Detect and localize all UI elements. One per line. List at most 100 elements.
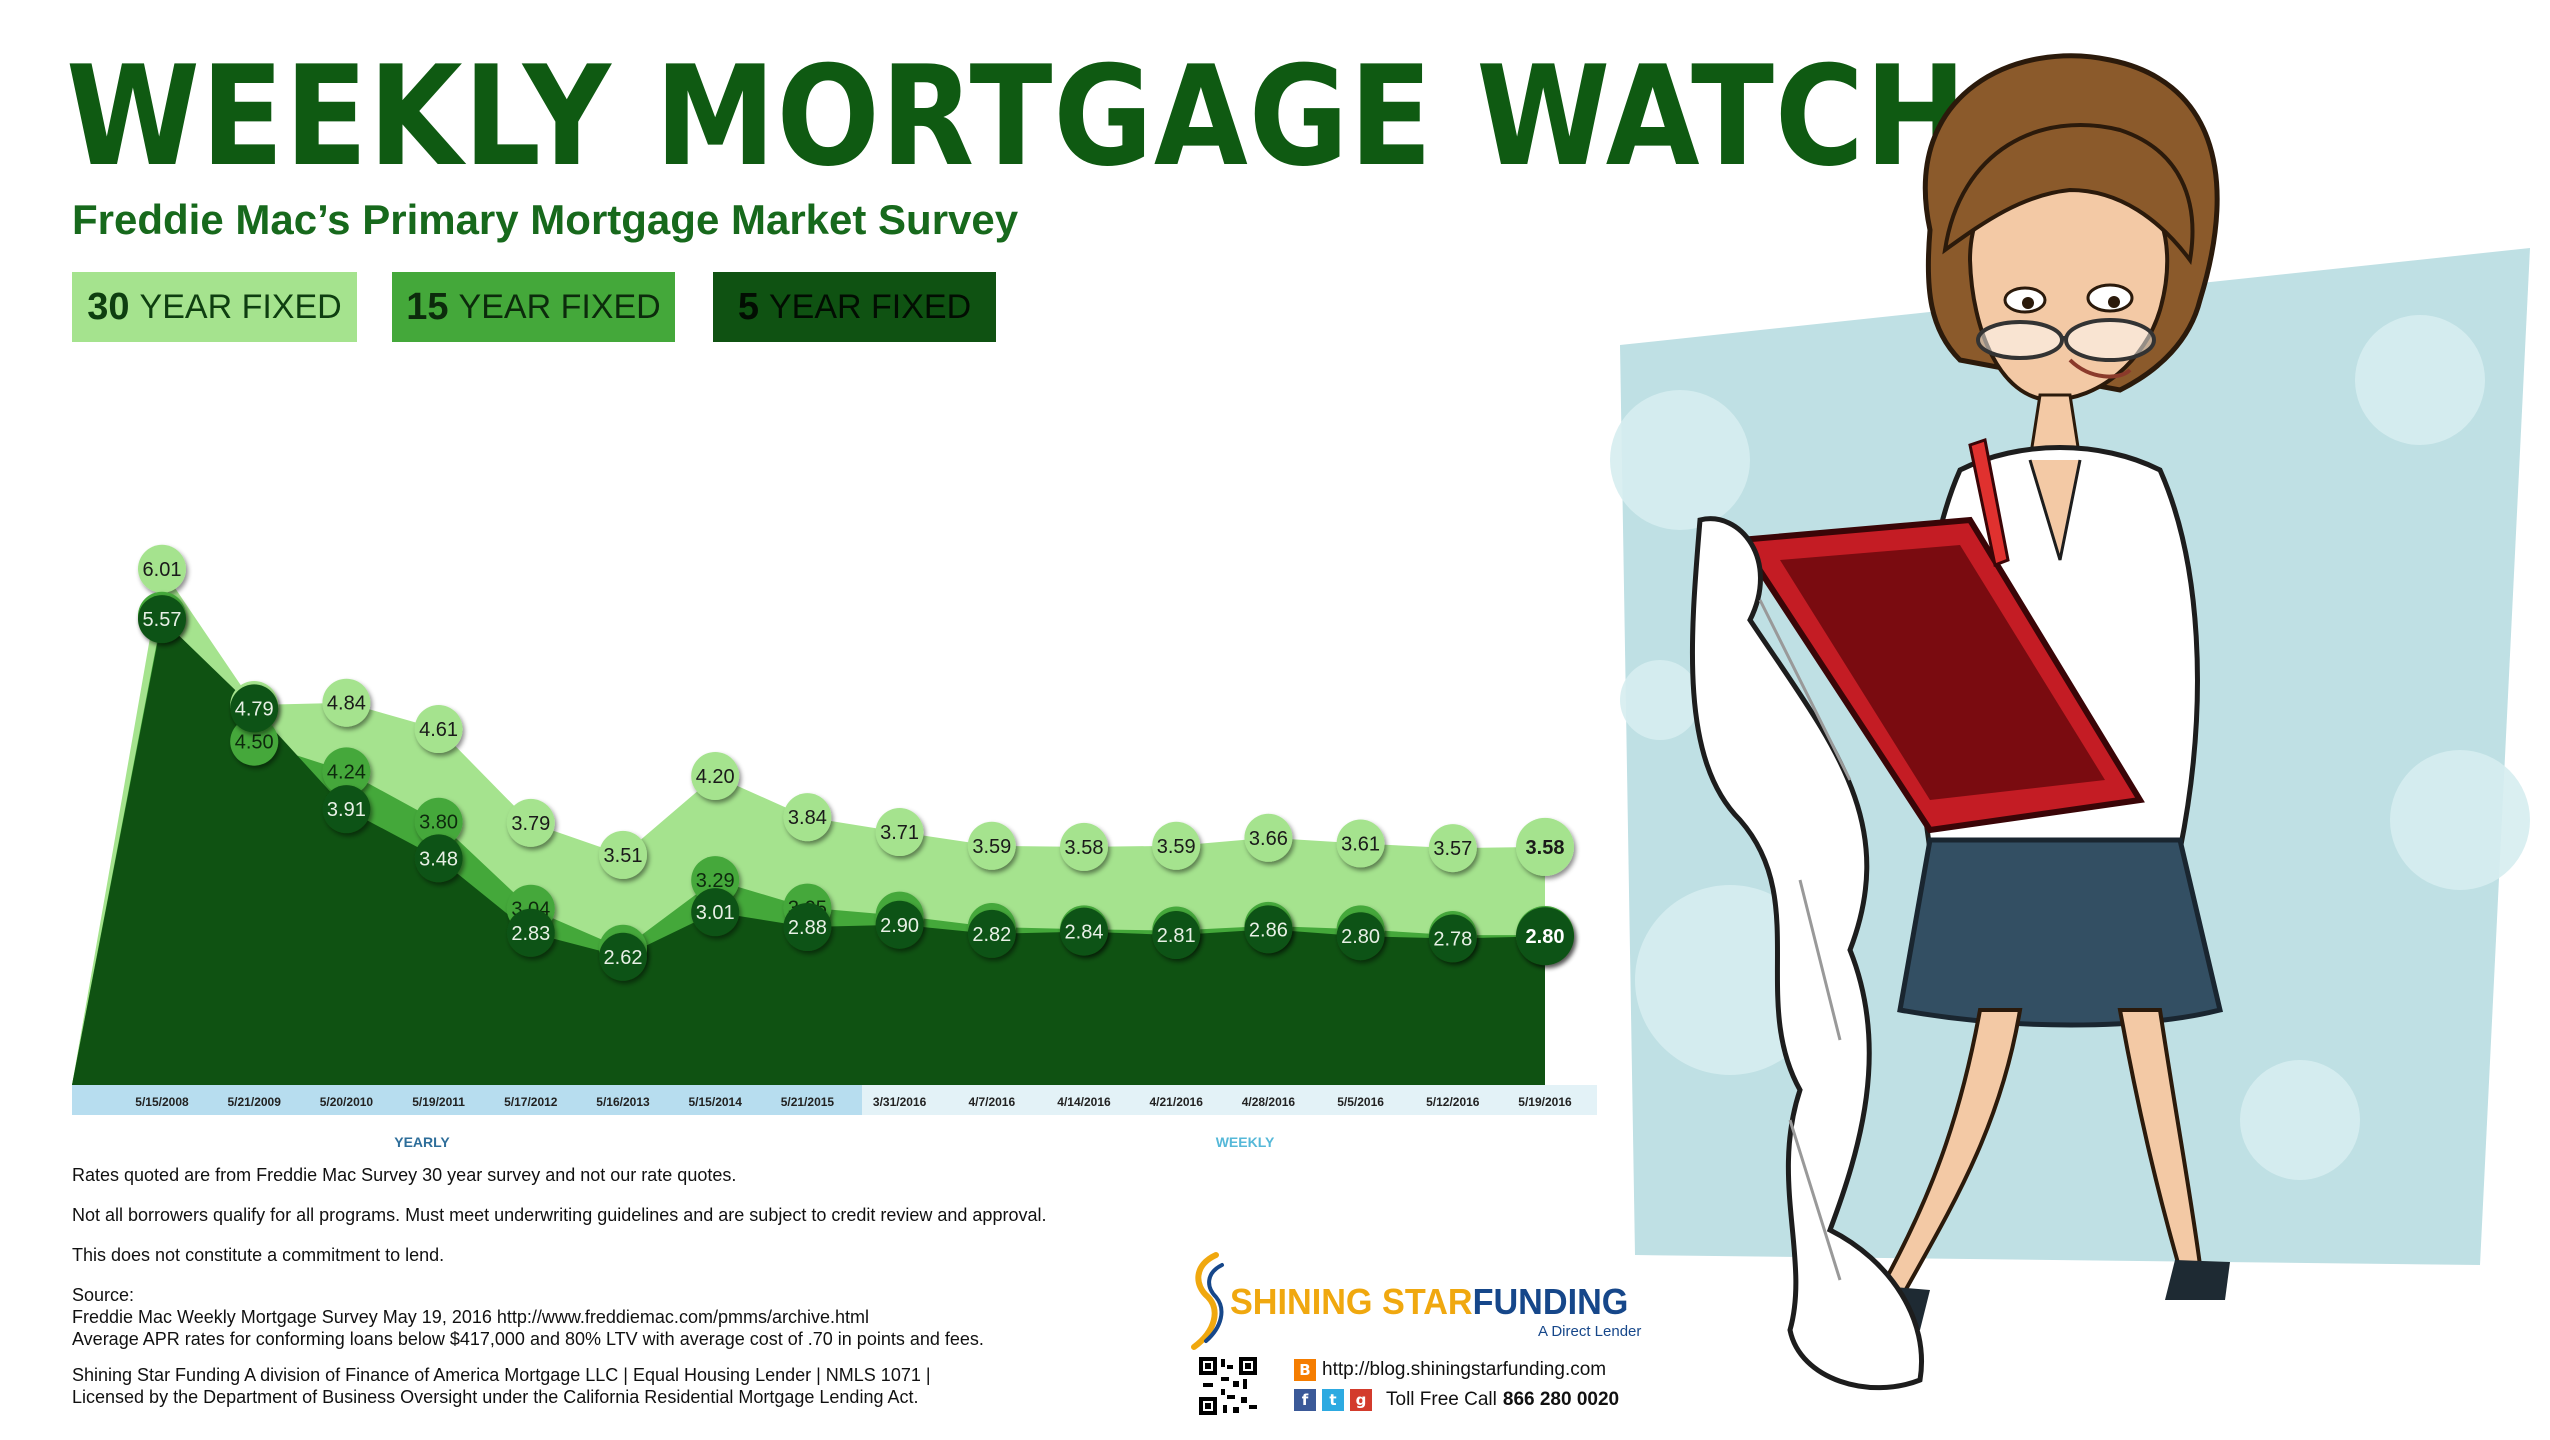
data-point-30-year-fixed: 3.58 [1516, 817, 1574, 876]
data-label: 4.79 [235, 698, 274, 720]
weekly-axis-band [862, 1085, 1597, 1115]
brand-name-funding: FUNDING [1472, 1281, 1629, 1322]
blogger-icon[interactable]: B [1294, 1359, 1316, 1381]
data-point-30-year-fixed: 3.51 [599, 830, 647, 879]
data-point-marker [691, 751, 740, 800]
data-point-5-year-fixed: 2.80 [1516, 907, 1574, 966]
data-point-marker [506, 908, 555, 957]
data-point-marker [1060, 907, 1108, 956]
legend-30-label: YEAR FIXED [139, 287, 342, 326]
data-label: 3.29 [696, 870, 735, 892]
weekly-period-label: WEEKLY [1216, 1134, 1275, 1150]
data-point-5-year-fixed: 2.62 [599, 932, 647, 981]
data-point-marker [967, 909, 1016, 958]
data-label: 3.58 [1065, 837, 1104, 859]
paper-scroll [1689, 516, 1924, 1391]
data-point-marker [875, 900, 924, 949]
data-point-marker [783, 793, 832, 842]
data-label: 3.01 [696, 902, 735, 924]
page-title: WEEKLY MORTGAGE WATCH [66, 36, 1968, 197]
brand-tagline: A Direct Lender [1538, 1323, 1642, 1340]
note-qualify: Not all borrowers qualify for all progra… [72, 1205, 1047, 1225]
data-point-30-year-fixed: 3.79 [506, 798, 555, 847]
data-point-30-year-fixed: 3.59 [1152, 821, 1201, 870]
data-point-marker [230, 717, 279, 766]
data-point-30-year-fixed: 3.57 [1428, 824, 1477, 873]
data-label: 4.24 [327, 761, 366, 783]
data-label: 4.50 [235, 732, 274, 754]
data-point-marker [322, 678, 371, 727]
brand-name-star: STAR [1382, 1281, 1473, 1322]
data-label: 4.20 [696, 766, 735, 788]
businesswoman-illustration [1610, 53, 2530, 1391]
data-label: 2.82 [972, 924, 1011, 946]
data-point-5-year-fixed: 2.88 [783, 903, 832, 952]
blog-row: B http://blog.shiningstarfunding.com [1294, 1359, 1606, 1381]
data-point-30-year-fixed: 3.71 [875, 808, 924, 857]
twitter-icon[interactable]: t [1322, 1389, 1344, 1411]
red-pen [1968, 438, 2010, 568]
data-label: 3.71 [880, 822, 919, 844]
data-point-marker [138, 595, 186, 644]
disclaimer-notes: Rates quoted are from Freddie Mac Survey… [72, 1164, 1222, 1408]
data-label: 3.80 [419, 812, 458, 834]
source-line-2: Average APR rates for conforming loans b… [72, 1329, 984, 1349]
data-label: 2.78 [1433, 928, 1472, 950]
toll-free-phone[interactable]: 866 280 0020 [1502, 1389, 1620, 1410]
data-labels: 6.014.824.844.613.793.514.203.843.713.59… [138, 544, 1574, 981]
data-point-5-year-fixed: 5.57 [138, 595, 186, 644]
data-point-5-year-fixed: 2.83 [506, 908, 555, 957]
x-tick-label: 4/14/2016 [1057, 1095, 1111, 1109]
company-line-1: Shining Star Funding A division of Finan… [72, 1365, 931, 1385]
data-point-5-year-fixed: 2.84 [1060, 907, 1108, 956]
data-label: 2.86 [1249, 919, 1288, 941]
data-label: 3.91 [327, 799, 366, 821]
data-point-15-year-fixed: 4.50 [230, 717, 279, 766]
data-label: 3.79 [511, 813, 550, 835]
data-label: 4.84 [327, 693, 366, 715]
x-tick-label: 5/15/2014 [689, 1095, 743, 1109]
data-label: 3.59 [1157, 836, 1196, 858]
google-plus-icon[interactable]: g [1350, 1389, 1372, 1411]
company-line-2: Licensed by the Department of Business O… [72, 1387, 919, 1407]
x-tick-label: 5/5/2016 [1337, 1095, 1384, 1109]
data-label: 2.83 [511, 923, 550, 945]
data-label: 3.66 [1249, 828, 1288, 850]
data-point-marker [875, 808, 924, 857]
data-point-marker [599, 932, 647, 981]
qr-code-icon[interactable] [1197, 1355, 1259, 1417]
data-point-marker [1336, 819, 1385, 868]
red-clipboard [1734, 516, 2145, 834]
data-label: 2.88 [788, 917, 827, 939]
mortgage-rate-chart: 5/15/2008 5/21/2009 5/20/2010 5/19/2011 5/17… [72, 544, 1597, 1150]
data-point-marker [1336, 912, 1385, 961]
data-point-15-year-fixed: 4.24 [322, 747, 371, 796]
data-point-marker [138, 544, 186, 593]
facebook-icon[interactable]: f [1294, 1389, 1316, 1411]
brand-block: SHINING STARFUNDING A Direct Lender B ht… [1182, 1245, 1662, 1435]
x-tick-label: 5/21/2009 [228, 1095, 282, 1109]
blog-link[interactable]: http://blog.shiningstarfunding.com [1322, 1359, 1607, 1380]
data-point-marker [230, 684, 279, 733]
data-label: 5.57 [143, 609, 182, 631]
data-label: 4.61 [419, 719, 458, 741]
data-point-marker [1244, 813, 1293, 862]
legend-5-year-fixed: 5 YEAR FIXED [713, 272, 996, 342]
data-point-5-year-fixed: 3.01 [691, 888, 740, 937]
brand-name-shining: SHINING [1230, 1281, 1373, 1322]
data-point-5-year-fixed: 3.48 [414, 834, 463, 883]
data-point-5-year-fixed: 2.90 [875, 900, 924, 949]
x-tick-label: 5/15/2008 [135, 1095, 189, 1109]
data-point-5-year-fixed: 2.82 [967, 909, 1016, 958]
page-subtitle: Freddie Mac’s Primary Mortgage Market Su… [72, 196, 1019, 243]
data-point-15-year-fixed: 3.80 [414, 797, 463, 846]
data-point-30-year-fixed: 3.84 [783, 793, 832, 842]
data-point-5-year-fixed: 2.78 [1428, 914, 1477, 963]
brand-name: SHINING STARFUNDING [1230, 1281, 1628, 1323]
data-point-marker [414, 797, 463, 846]
data-label: 3.59 [972, 836, 1011, 858]
woman-figure [1855, 53, 2230, 1330]
source-label: Source: [72, 1285, 135, 1305]
x-tick-label: 5/17/2012 [504, 1095, 558, 1109]
data-label: 2.80 [1526, 926, 1565, 948]
